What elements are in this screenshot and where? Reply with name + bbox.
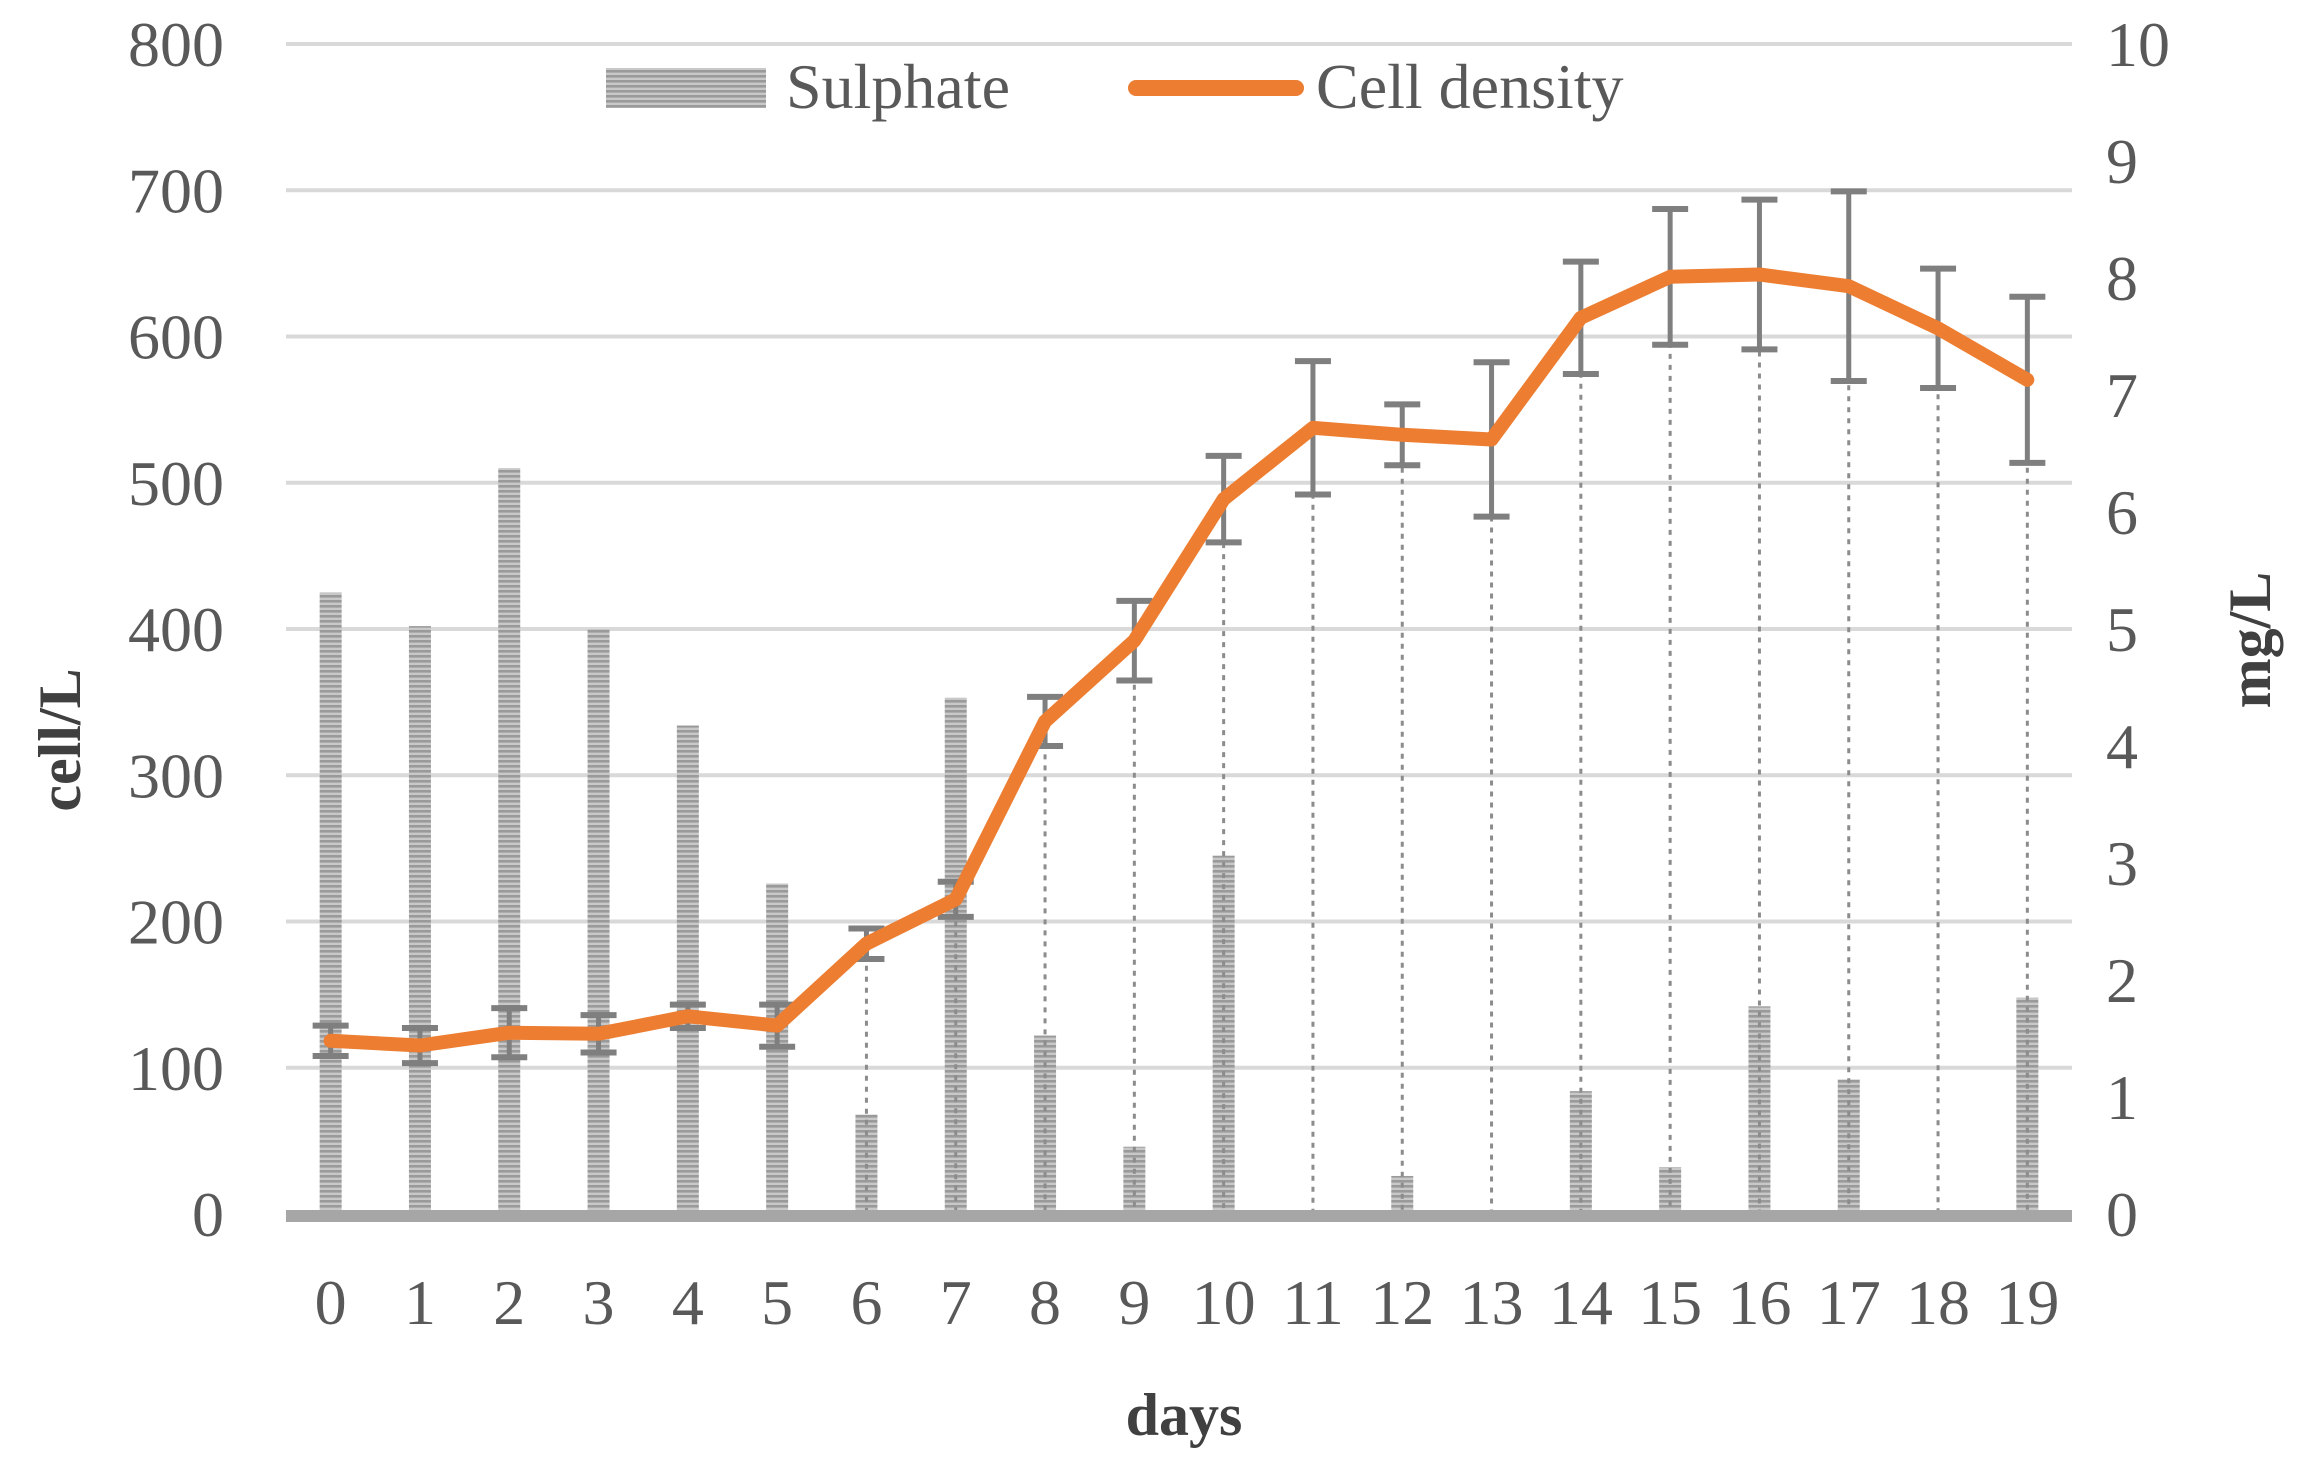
y-right-tick-label: 0 xyxy=(2106,1179,2138,1250)
cell-density-point xyxy=(1400,432,1405,437)
x-tick-label: 16 xyxy=(1727,1267,1791,1338)
y-right-tick-label: 3 xyxy=(2106,828,2138,899)
y-left-tick-label: 200 xyxy=(128,887,224,958)
x-tick-label: 5 xyxy=(761,1267,793,1338)
legend-swatch-sulphate xyxy=(606,68,766,108)
x-tick-label: 14 xyxy=(1549,1267,1613,1338)
legend-label-sulphate: Sulphate xyxy=(786,51,1010,122)
cell-density-point xyxy=(685,1014,690,1019)
x-tick-label: 8 xyxy=(1029,1267,1061,1338)
y-right-tick-label: 2 xyxy=(2106,945,2138,1016)
sulphate-bar xyxy=(676,725,699,1214)
x-tick-label: 11 xyxy=(1282,1267,1344,1338)
cell-density-point xyxy=(417,1043,422,1048)
cell-density-point xyxy=(1221,497,1226,502)
cell-density-point xyxy=(775,1023,780,1028)
cell-density-point xyxy=(1936,326,1941,331)
x-tick-label: 2 xyxy=(493,1267,525,1338)
sulphate-bar xyxy=(408,626,431,1214)
cell-density-point xyxy=(953,897,958,902)
x-tick-label: 10 xyxy=(1192,1267,1256,1338)
x-tick-label: 12 xyxy=(1370,1267,1434,1338)
cell-density-point xyxy=(1668,274,1673,279)
y-right-tick-label: 7 xyxy=(2106,360,2138,431)
x-tick-label: 6 xyxy=(850,1267,882,1338)
y-right-tick-label: 1 xyxy=(2106,1062,2138,1133)
y-left-tick-label: 0 xyxy=(192,1179,224,1250)
x-tick-label: 19 xyxy=(1995,1267,2059,1338)
sulphate-bar xyxy=(1212,855,1235,1214)
sulphate-bar xyxy=(1748,1006,1771,1214)
x-tick-label: 0 xyxy=(315,1267,347,1338)
sulphate-bar xyxy=(1034,1035,1057,1214)
sulphate-bar xyxy=(1569,1091,1592,1214)
cell-density-point xyxy=(507,1030,512,1035)
grid-lines xyxy=(286,42,2072,1070)
x-tick-label: 1 xyxy=(404,1267,436,1338)
y-left-tick-label: 700 xyxy=(128,155,224,226)
sulphate-bar xyxy=(498,468,521,1214)
sulphate-bar xyxy=(2016,997,2039,1214)
y-right-tick-label: 10 xyxy=(2106,9,2170,80)
cell-density-line xyxy=(323,267,2035,1053)
x-tick-label: 4 xyxy=(672,1267,704,1338)
cell-density-point xyxy=(1043,719,1048,724)
left-axis-title: cell/L xyxy=(27,668,93,811)
cell-density-point xyxy=(1310,425,1315,430)
cell-density-point xyxy=(2025,377,2030,382)
x-tick-label: 18 xyxy=(1906,1267,1970,1338)
cell-density-point xyxy=(1846,284,1851,289)
right-axis-title: mg/L xyxy=(2217,572,2283,709)
x-tick-label: 13 xyxy=(1460,1267,1524,1338)
x-tick-label: 7 xyxy=(940,1267,972,1338)
y-right-tick-label: 5 xyxy=(2106,594,2138,665)
cell-density-point xyxy=(328,1038,333,1043)
sulphate-bar xyxy=(587,629,610,1214)
y-left-tick-label: 600 xyxy=(128,302,224,373)
y-left-tick-label: 500 xyxy=(128,448,224,519)
y-right-tick-label: 8 xyxy=(2106,243,2138,314)
y-left-tick-label: 400 xyxy=(128,594,224,665)
cell-density-point xyxy=(1578,315,1583,320)
y-right-tick-label: 9 xyxy=(2106,126,2138,197)
legend: Sulphate Cell density xyxy=(606,51,1624,122)
x-tick-label: 17 xyxy=(1817,1267,1881,1338)
y-left-tick-label: 800 xyxy=(128,9,224,80)
cell-density-series xyxy=(312,188,2046,1067)
x-tick-label: 15 xyxy=(1638,1267,1702,1338)
cell-density-point xyxy=(1489,437,1494,442)
x-axis-title: days xyxy=(1126,1382,1243,1448)
legend-label-cell-density: Cell density xyxy=(1316,51,1624,122)
cell-density-point xyxy=(1132,638,1137,643)
cell-density-point xyxy=(1757,272,1762,277)
x-tick-label: 9 xyxy=(1118,1267,1150,1338)
drop-lines xyxy=(864,274,2029,1214)
sulphate-bar xyxy=(319,592,342,1214)
cell-density-point xyxy=(596,1031,601,1036)
y-left-tick-label: 300 xyxy=(128,740,224,811)
y-left-tick-label: 100 xyxy=(128,1033,224,1104)
y-right-tick-label: 6 xyxy=(2106,477,2138,548)
cell-density-point xyxy=(864,941,869,946)
y-right-tick-label: 4 xyxy=(2106,711,2138,782)
x-tick-label: 3 xyxy=(583,1267,615,1338)
